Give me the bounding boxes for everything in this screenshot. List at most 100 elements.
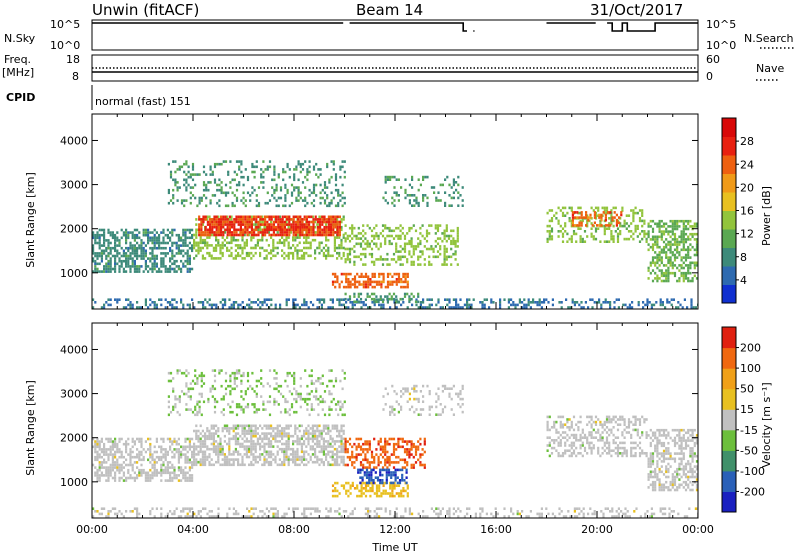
data-cell	[333, 453, 336, 456]
data-cell	[334, 204, 338, 208]
data-cell	[114, 244, 117, 247]
data-cell	[411, 186, 414, 189]
data-cell	[184, 455, 187, 459]
data-cell	[199, 249, 202, 252]
data-cell	[283, 447, 286, 451]
data-cell	[419, 303, 422, 307]
data-cell	[564, 224, 567, 228]
data-cell	[399, 255, 402, 259]
data-cell	[238, 165, 241, 169]
data-cell	[199, 463, 202, 467]
data-cell	[610, 209, 613, 212]
data-cell	[209, 218, 212, 221]
data-cell	[294, 460, 297, 464]
data-cell	[408, 239, 411, 243]
data-cell	[238, 181, 241, 184]
data-cell	[200, 371, 203, 375]
data-cell	[276, 450, 279, 454]
data-cell	[253, 165, 256, 169]
data-cell	[336, 215, 339, 219]
data-cell	[303, 440, 306, 443]
data-cell	[597, 227, 600, 230]
data-cell	[373, 260, 376, 264]
data-cell	[676, 266, 679, 270]
power-data	[92, 160, 698, 309]
data-cell	[356, 272, 359, 276]
data-cell	[222, 231, 225, 234]
data-cell	[160, 445, 163, 449]
data-cell	[299, 220, 302, 224]
data-cell	[169, 173, 173, 176]
data-cell	[283, 244, 286, 247]
data-cell	[312, 168, 316, 171]
data-cell	[227, 384, 230, 388]
data-cell	[334, 173, 338, 176]
data-cell	[234, 442, 237, 446]
data-cell	[395, 283, 398, 286]
data-cell	[466, 306, 469, 309]
data-cell	[382, 303, 385, 307]
data-cell	[250, 233, 253, 237]
data-cell	[211, 387, 214, 391]
data-cell	[322, 254, 325, 258]
data-cell	[605, 227, 609, 230]
data-cell	[131, 463, 134, 467]
data-cell	[197, 512, 200, 516]
data-cell	[340, 515, 343, 518]
data-cell	[625, 237, 628, 241]
data-cell	[570, 206, 573, 210]
data-cell	[215, 453, 218, 456]
data-cell	[171, 450, 174, 454]
data-cell	[255, 165, 258, 169]
data-cell	[209, 168, 212, 171]
data-cell	[576, 301, 579, 304]
data-cell	[198, 374, 201, 378]
data-cell	[285, 424, 288, 428]
data-cell	[114, 445, 117, 449]
data-cell	[676, 222, 679, 226]
data-cell	[320, 303, 323, 307]
data-cell	[266, 215, 269, 219]
data-cell	[267, 453, 270, 456]
data-cell	[264, 233, 267, 237]
data-cell	[197, 244, 200, 247]
data-cell	[311, 424, 314, 428]
data-cell	[693, 264, 696, 267]
data-cell	[375, 295, 378, 298]
data-cell	[686, 306, 689, 309]
data-cell	[426, 515, 429, 518]
data-cell	[166, 463, 169, 467]
data-cell	[634, 211, 637, 215]
data-cell	[174, 178, 177, 182]
data-cell	[380, 272, 383, 276]
data-cell	[381, 229, 385, 233]
data-cell	[576, 224, 579, 227]
data-cell	[548, 235, 551, 238]
data-cell	[329, 429, 332, 433]
data-cell	[658, 245, 661, 249]
data-cell	[155, 474, 158, 477]
data-cell	[215, 460, 218, 464]
data-cell	[312, 191, 316, 195]
data-cell	[228, 442, 231, 446]
data-cell	[285, 434, 288, 438]
data-cell	[175, 306, 178, 309]
data-cell	[206, 429, 209, 433]
data-cell	[521, 510, 524, 513]
data-cell	[417, 306, 420, 309]
data-cell	[347, 278, 350, 281]
data-cell	[177, 468, 180, 472]
data-cell	[415, 298, 418, 301]
data-cell	[297, 186, 300, 189]
data-cell	[548, 237, 551, 241]
data-cell	[118, 450, 121, 454]
data-cell	[241, 301, 244, 304]
data-cell	[253, 188, 256, 192]
data-cell	[395, 191, 398, 194]
data-cell	[107, 437, 110, 441]
data-cell	[182, 510, 185, 513]
data-cell	[586, 235, 589, 238]
data-cell	[261, 236, 264, 239]
data-cell	[316, 306, 319, 309]
data-cell	[288, 228, 291, 232]
